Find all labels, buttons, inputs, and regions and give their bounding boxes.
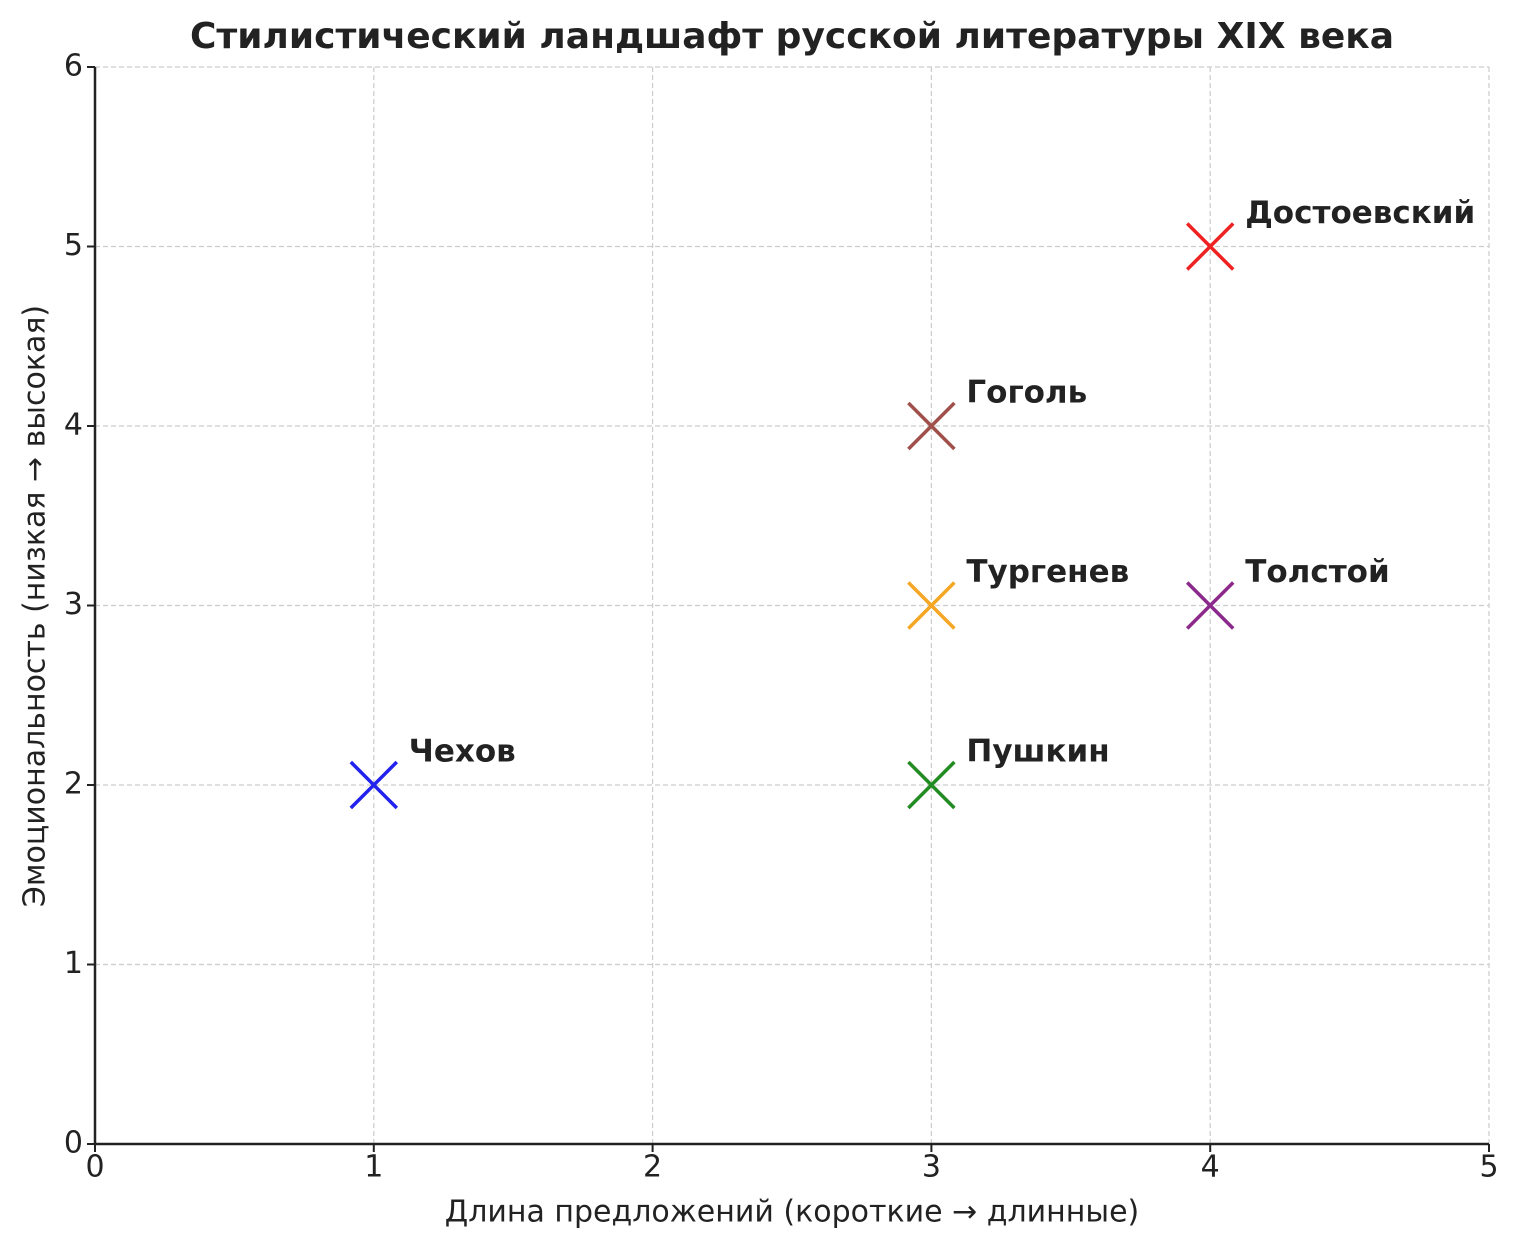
x-axis-label: Длина предложений (короткие → длинные) bbox=[445, 1195, 1139, 1230]
point-label: Пушкин bbox=[966, 734, 1109, 770]
point-label: Тургенев bbox=[966, 554, 1129, 590]
marker bbox=[907, 581, 956, 630]
point-label: Толстой bbox=[1245, 554, 1390, 590]
point-label: Достоевский bbox=[1245, 195, 1475, 231]
y-axis-label: Эмоциональность (низкая → высокая) bbox=[18, 305, 53, 907]
marker bbox=[349, 760, 399, 810]
y-tick-label: 4 bbox=[64, 408, 83, 443]
x-tick-label: 4 bbox=[1201, 1150, 1220, 1185]
y-tick-label: 0 bbox=[64, 1126, 83, 1161]
point-label: Гоголь bbox=[966, 375, 1087, 411]
chart-title: Стилистический ландшафт русской литерату… bbox=[190, 16, 1394, 57]
marker bbox=[907, 401, 956, 451]
point-label: Чехов bbox=[409, 734, 516, 770]
marker bbox=[1185, 222, 1235, 271]
y-tick-label: 3 bbox=[64, 587, 83, 622]
x-tick-label: 2 bbox=[643, 1150, 662, 1185]
y-tick-label: 5 bbox=[64, 228, 83, 263]
x-tick-label: 0 bbox=[85, 1150, 104, 1185]
y-tick-label: 2 bbox=[64, 767, 83, 802]
marker bbox=[1185, 581, 1235, 630]
x-tick-label: 5 bbox=[1479, 1150, 1498, 1185]
y-tick-label: 6 bbox=[64, 49, 83, 84]
x-tick-label: 1 bbox=[364, 1150, 383, 1185]
y-tick-label: 1 bbox=[64, 946, 83, 981]
marker bbox=[907, 760, 956, 810]
x-tick-label: 3 bbox=[922, 1150, 941, 1185]
